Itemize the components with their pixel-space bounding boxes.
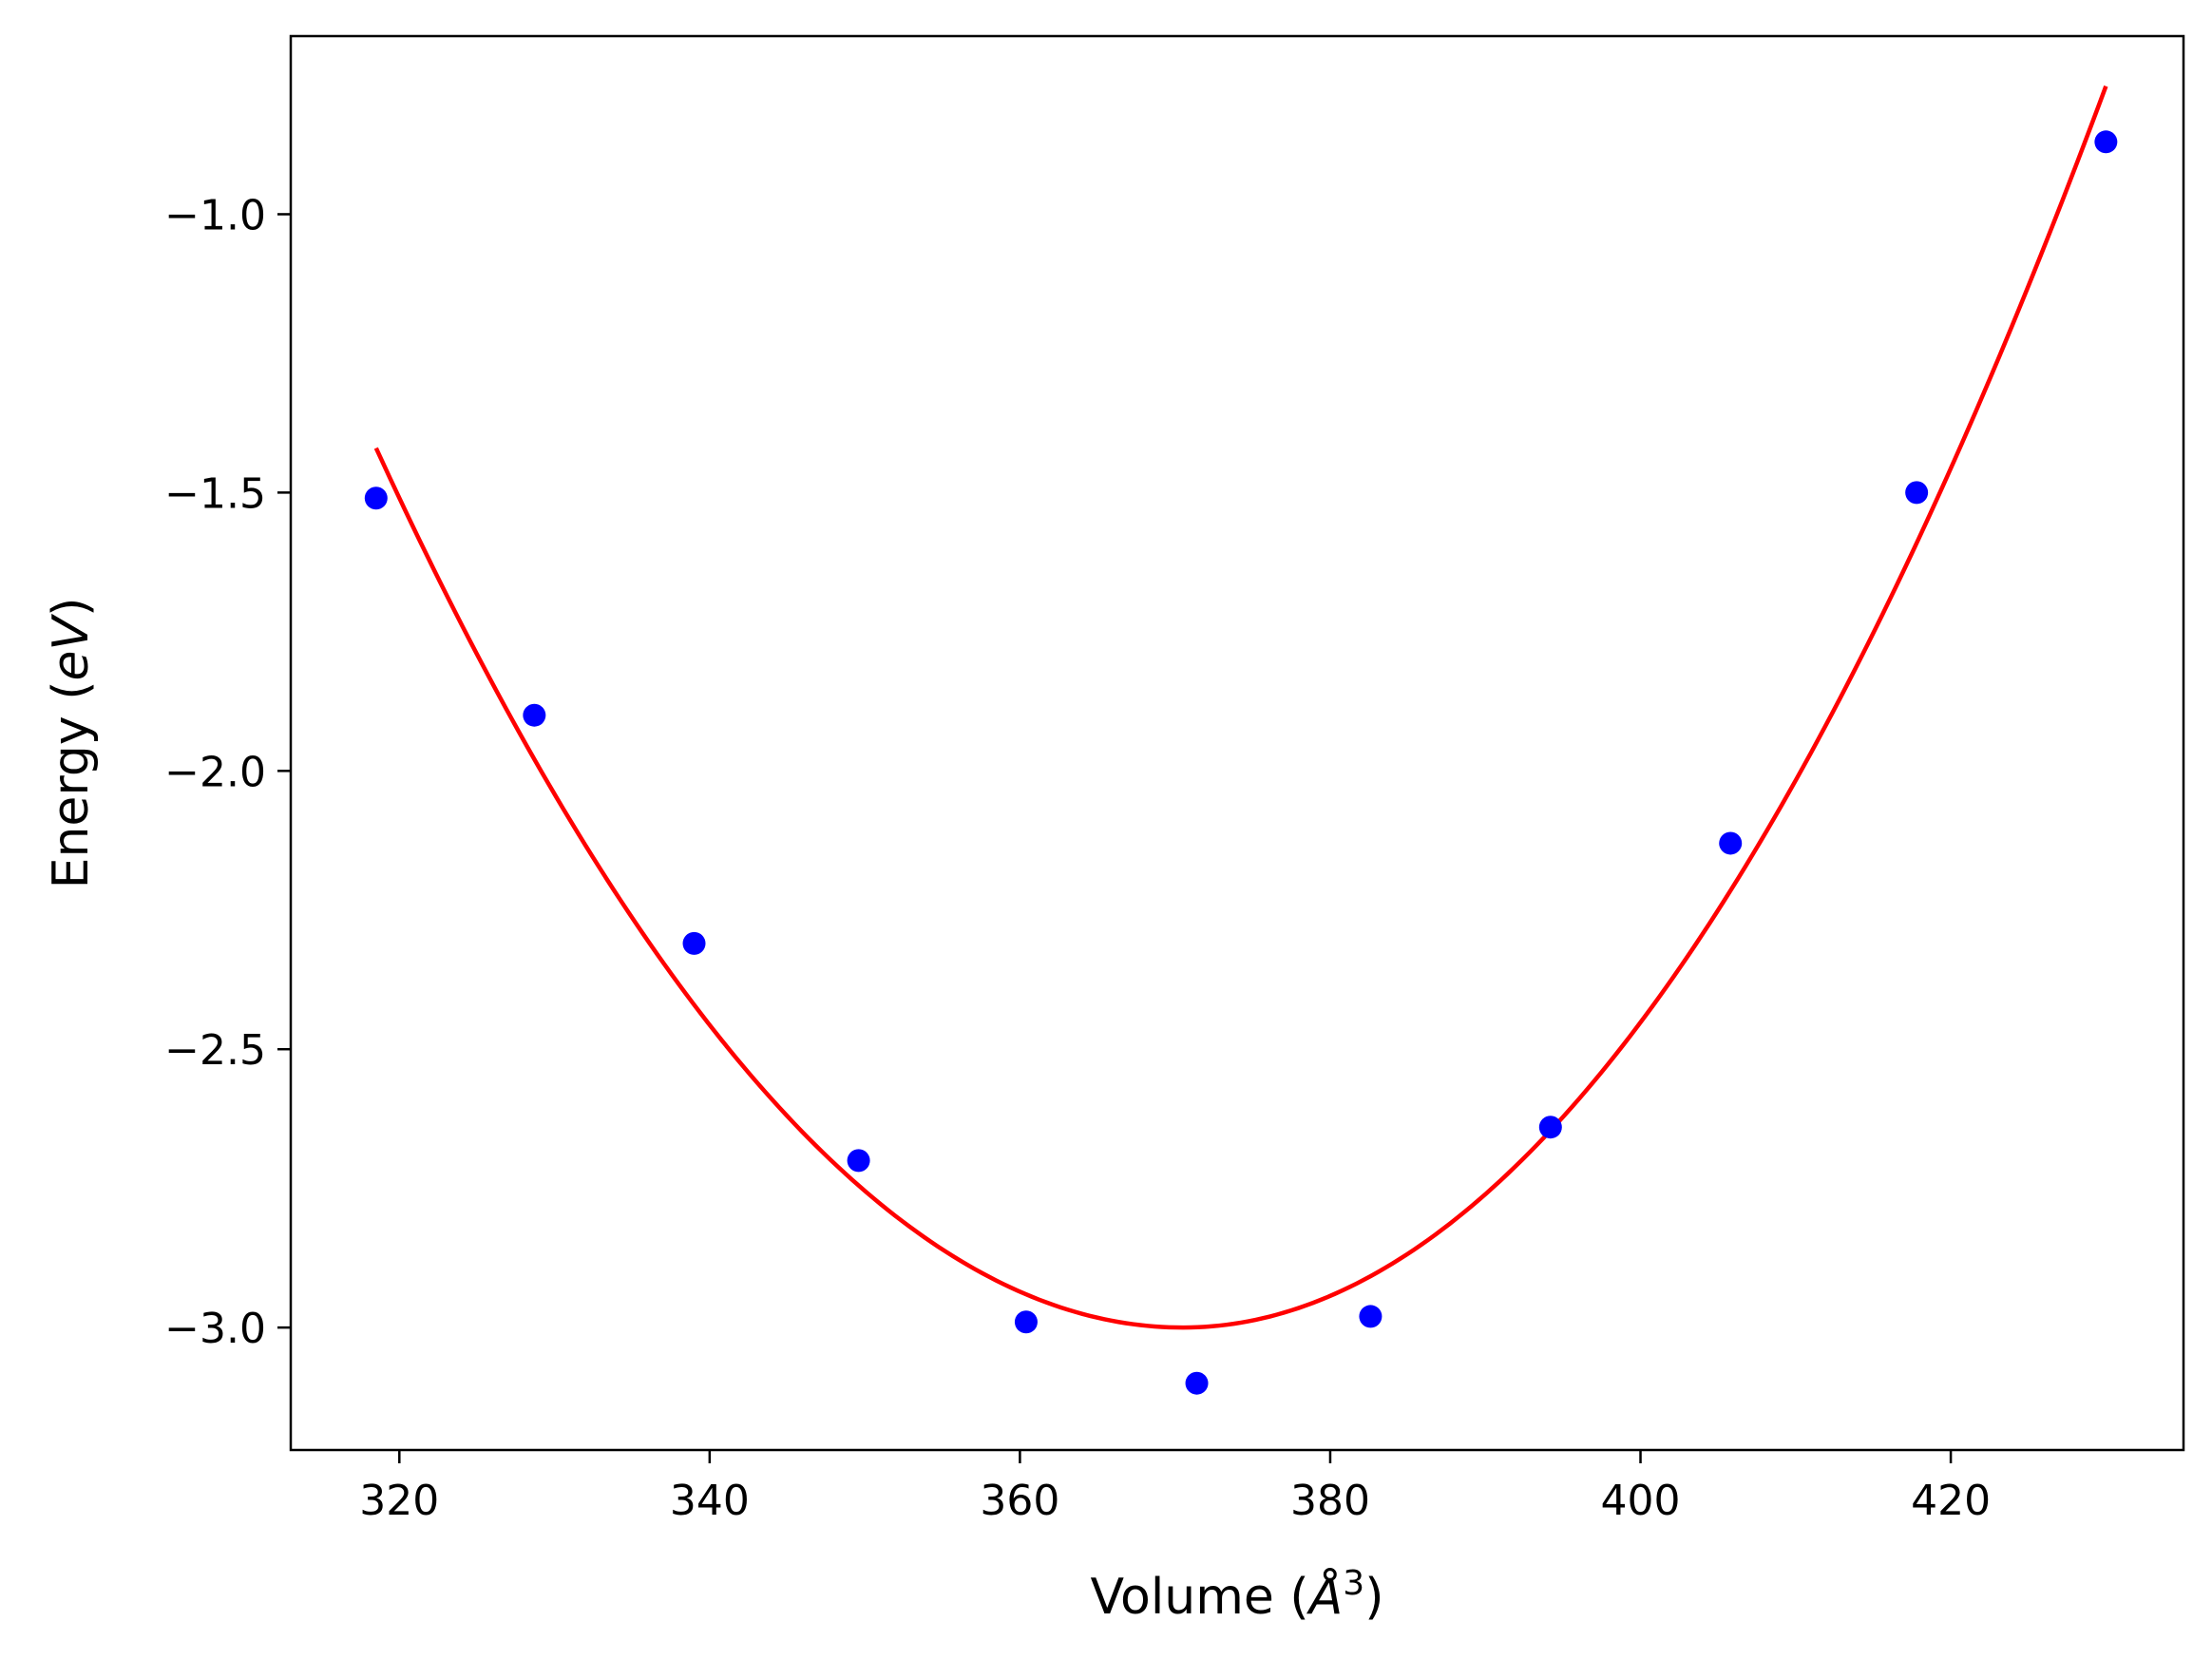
fit-curve: [373, 85, 2108, 1330]
data-points-layer: [364, 130, 2118, 1395]
data-point: [1014, 1310, 1038, 1334]
data-point: [2094, 130, 2118, 154]
y-axis-label: Energy (eV): [43, 598, 100, 889]
data-point: [1719, 831, 1743, 855]
x-tick-label: 340: [670, 1477, 750, 1525]
x-tick-label: 400: [1601, 1477, 1681, 1525]
data-point: [523, 703, 546, 727]
x-axis-label-post: ): [1364, 1569, 1383, 1626]
y-tick-label: −1.0: [164, 191, 266, 239]
y-tick-label: −2.5: [164, 1026, 266, 1075]
y-axis-label-symbol: eV: [43, 614, 100, 681]
x-tick-label: 380: [1290, 1477, 1370, 1525]
data-point: [1538, 1116, 1562, 1139]
y-axis-ticks: −3.0 −2.5 −2.0 −1.5 −1.0: [164, 191, 291, 1353]
x-tick-label: 360: [980, 1477, 1059, 1525]
x-axis-label: Volume (Å3): [1091, 1564, 1384, 1626]
fit-curve-layer: [373, 85, 2108, 1330]
plot-frame: [289, 34, 2185, 1452]
y-tick-label: −2.0: [164, 748, 266, 796]
data-point: [1359, 1305, 1382, 1328]
data-point: [847, 1149, 870, 1173]
data-point: [364, 487, 388, 510]
y-axis-label-pre: Energy (: [43, 681, 100, 889]
x-axis-ticks: 320 340 360 380 400 420: [359, 1450, 1991, 1525]
x-axis-label-symbol: Å: [1306, 1567, 1344, 1626]
y-tick-label: −1.5: [164, 469, 266, 518]
y-tick-label: −3.0: [164, 1305, 266, 1353]
x-axis-label-pre: Volume (: [1091, 1569, 1309, 1626]
x-axis-label-superscript: 3: [1343, 1564, 1364, 1603]
x-tick-label: 320: [359, 1477, 439, 1525]
x-tick-label: 420: [1911, 1477, 1991, 1525]
data-point: [1185, 1371, 1209, 1395]
data-point: [682, 931, 706, 955]
data-point: [1905, 481, 1929, 505]
y-axis-label-post: ): [43, 598, 100, 617]
